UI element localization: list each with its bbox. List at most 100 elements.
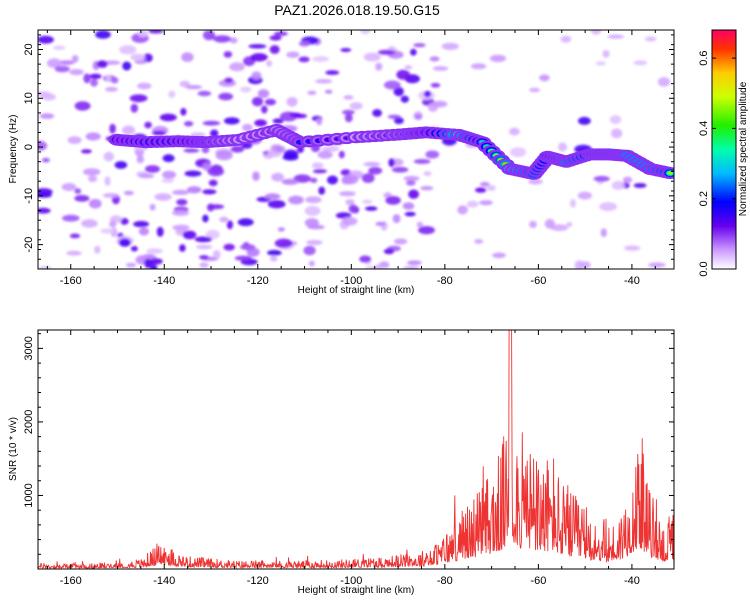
noise-blob (61, 183, 77, 191)
noise-blob (69, 233, 81, 239)
noise-blob (199, 255, 209, 260)
noise-blob (383, 80, 401, 90)
noise-blob (218, 92, 234, 101)
colorbar-tick-label: 0.2 (698, 191, 710, 206)
noise-blob (80, 149, 92, 154)
noise-blob (240, 86, 252, 93)
spectrogram-ridge (108, 124, 674, 180)
noise-blob (304, 218, 319, 228)
noise-blob (644, 36, 657, 42)
noise-blob (269, 45, 280, 54)
noise-blob (120, 218, 129, 225)
noise-blob (413, 43, 426, 48)
noise-blob (344, 113, 353, 123)
noise-blob (539, 74, 550, 82)
noise-blob (423, 90, 432, 98)
noise-blob (423, 171, 432, 176)
noise-blob (387, 114, 401, 119)
noise-blob (105, 75, 112, 82)
noise-blob (286, 51, 300, 58)
x-tick-label: -120 (247, 275, 269, 287)
noise-blob (149, 203, 156, 211)
noise-blob (172, 189, 190, 195)
spectrogram-frame (37, 29, 675, 270)
noise-blob (144, 121, 152, 129)
noise-blob (184, 121, 194, 127)
noise-blob (41, 157, 50, 163)
spectrogram-x-axis: -160 -140 -120 -100 -80 -60 -40 (46, 30, 656, 287)
noise-blob (171, 210, 190, 216)
noise-blob (377, 49, 396, 55)
noise-blob (413, 159, 431, 164)
noise-blob (67, 136, 82, 145)
x-tick-label: -100 (340, 575, 362, 587)
noise-blob (202, 120, 221, 126)
noise-blob (162, 154, 175, 163)
noise-blob (151, 130, 167, 136)
noise-blob (181, 52, 194, 62)
y-tick-label: 1000 (23, 483, 35, 507)
noise-blob (414, 113, 423, 120)
noise-blob (257, 89, 270, 99)
noise-blob (47, 58, 62, 68)
noise-blob (264, 98, 276, 106)
noise-blob (375, 62, 383, 71)
snr-frame (37, 329, 675, 570)
noise-blob (94, 245, 101, 254)
noise-blob (529, 220, 537, 228)
x-tick-label: -140 (153, 275, 175, 287)
noise-blob (566, 222, 573, 227)
noise-blob (136, 155, 144, 164)
noise-blob (83, 73, 91, 84)
noise-blob (611, 180, 625, 190)
noise-blob (213, 35, 231, 43)
noise-blob (317, 150, 333, 159)
noise-blob (286, 97, 298, 107)
noise-blob (69, 69, 84, 76)
x-tick-label: -160 (60, 575, 82, 587)
noise-blob (341, 216, 358, 226)
spectrogram-y-axis: -20 -10 0 10 20 (23, 34, 674, 270)
noise-blob (54, 65, 70, 73)
noise-blob (130, 103, 138, 113)
noise-blob (58, 60, 75, 65)
noise-blob (109, 220, 117, 228)
noise-blob (162, 170, 177, 179)
noise-blob (122, 61, 132, 71)
snr-series-line (38, 330, 674, 569)
x-tick-label: -60 (530, 575, 546, 587)
noise-blob (240, 244, 256, 251)
noise-blob (90, 78, 98, 87)
noise-blob (599, 202, 617, 212)
noise-blob (489, 54, 507, 63)
noise-blob (242, 123, 253, 132)
noise-blob (474, 187, 487, 193)
noise-blob (593, 175, 610, 182)
x-tick-label: -60 (530, 275, 546, 287)
noise-blob (110, 76, 119, 84)
x-tick-label: -120 (247, 575, 269, 587)
noise-blob (327, 175, 338, 185)
noise-blob (207, 166, 225, 177)
noise-blob (119, 45, 137, 55)
noise-blob (118, 238, 131, 247)
noise-blob (82, 168, 101, 176)
noise-blob (102, 193, 120, 198)
noise-blob (270, 255, 278, 262)
noise-blob (251, 96, 264, 107)
y-tick-label: -10 (23, 188, 35, 204)
noise-blob (578, 116, 591, 125)
noise-blob (420, 186, 434, 191)
noise-blob (144, 165, 161, 173)
noise-blob (146, 248, 163, 254)
noise-blob (342, 174, 359, 185)
noise-blob (312, 56, 330, 62)
noise-blob (223, 243, 235, 251)
noise-blob (623, 176, 633, 183)
noise-blob (274, 145, 286, 153)
noise-blob (229, 62, 245, 72)
noise-blob (137, 82, 152, 90)
noise-blob (223, 51, 233, 58)
noise-blob (479, 200, 493, 206)
noise-blob (168, 90, 176, 98)
